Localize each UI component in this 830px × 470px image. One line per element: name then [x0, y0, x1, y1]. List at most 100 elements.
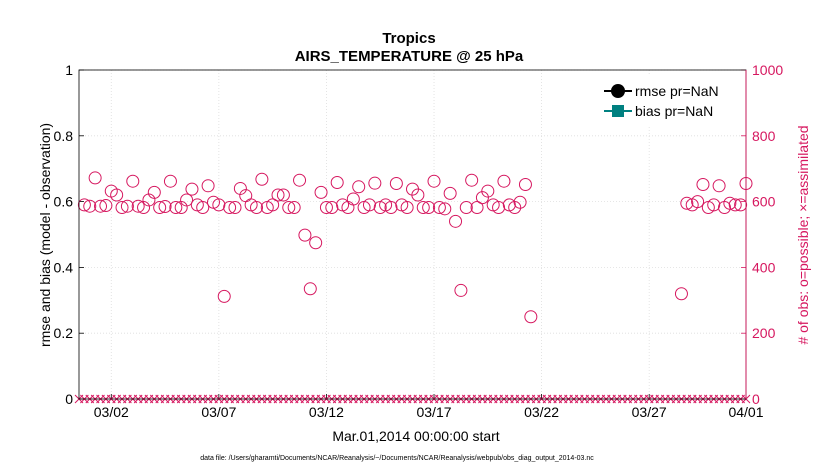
- y-right-tick-label: 600: [752, 194, 776, 210]
- y-axis-label-left: rmse and bias (model - observation): [37, 123, 53, 347]
- obs-possible-point: [88, 171, 102, 185]
- y-axis-left: 0 0.2 0.4 0.6 0.8 1: [54, 62, 84, 407]
- obs-possible-point: [674, 287, 688, 301]
- obs-possible-point: [153, 201, 167, 215]
- legend-bias-label: bias pr=NaN: [635, 103, 713, 119]
- obs-possible-point: [266, 198, 280, 212]
- x-tick-label: 03/17: [416, 404, 451, 420]
- obs-possible-point: [228, 201, 242, 215]
- obs-possible-point: [201, 179, 215, 193]
- obs-possible-point: [427, 174, 441, 188]
- obs-possible-point: [680, 196, 694, 210]
- obs-possible-point: [508, 201, 522, 215]
- obs-possible-point: [432, 201, 446, 215]
- obs-possible-point: [180, 193, 194, 207]
- obs-possible-point: [83, 199, 97, 213]
- y-left-tick-label: 1: [65, 62, 73, 78]
- obs-possible-point: [217, 289, 231, 303]
- obs-possible-point: [459, 201, 473, 215]
- legend-rmse-marker: [611, 84, 625, 98]
- x-tick-label: 03/12: [309, 404, 344, 420]
- obs-possible-point: [422, 201, 436, 215]
- x-tick-label: 03/02: [94, 404, 129, 420]
- x-axis-label: Mar.01,2014 00:00:00 start: [332, 428, 499, 444]
- obs-possible-point: [298, 228, 312, 242]
- obs-possible-point: [293, 173, 307, 187]
- obs-possible-point: [728, 198, 742, 212]
- legend-bias-marker: [612, 105, 624, 117]
- x-tick-label: 03/27: [632, 404, 667, 420]
- obs-possible-point: [276, 188, 290, 202]
- obs-possible-point: [475, 191, 489, 205]
- obs-possible-point: [454, 283, 468, 297]
- obs-possible-point: [330, 176, 344, 190]
- obs-possible-point: [169, 201, 183, 215]
- obs-possible-point: [185, 182, 199, 196]
- footnote: data file: /Users/gharamti/Documents/NCA…: [200, 455, 594, 462]
- obs-possible-point: [696, 177, 710, 191]
- obs-possible-point: [707, 198, 721, 212]
- y-right-tick-label: 800: [752, 128, 776, 144]
- obs-possible-point: [416, 201, 430, 215]
- obs-possible-point: [691, 195, 705, 209]
- chart-subtitle: AIRS_TEMPERATURE @ 25 hPa: [295, 48, 524, 65]
- legend: rmse pr=NaN bias pr=NaN: [600, 76, 730, 126]
- obs-possible-point: [77, 198, 91, 212]
- obs-possible-point: [287, 201, 301, 215]
- obs-possible-point: [470, 201, 484, 215]
- x-tick-label: 04/01: [728, 404, 763, 420]
- obs-possible-point: [734, 198, 748, 212]
- obs-possible-point: [497, 174, 511, 188]
- obs-possible-point: [115, 201, 129, 215]
- obs-possible-point: [449, 214, 463, 228]
- obs-possible-point: [163, 174, 177, 188]
- obs-possible-point: [411, 188, 425, 202]
- y-left-tick-label: 0.6: [54, 194, 74, 210]
- obs-possible-point: [492, 201, 506, 215]
- obs-possible-point: [389, 177, 403, 191]
- obs-possible-point: [99, 199, 113, 213]
- obs-possible-point: [271, 188, 285, 202]
- obs-possible-point: [465, 173, 479, 187]
- obs-possible-point: [147, 185, 161, 199]
- obs-possible-point: [110, 188, 124, 202]
- obs-possible-point: [126, 174, 140, 188]
- obs-possible-point: [319, 201, 333, 215]
- obs-possible-point: [400, 201, 414, 215]
- obs-possible-point: [314, 185, 328, 199]
- y-axis-right: 0 200 400 600 800 1000: [741, 62, 783, 407]
- obs-possible-point: [212, 198, 226, 212]
- obs-possible-point: [518, 177, 532, 191]
- obs-possible-point: [481, 184, 495, 198]
- obs-possible-point: [250, 201, 264, 215]
- obs-possible-point: [282, 201, 296, 215]
- chart-title: Tropics: [382, 30, 435, 47]
- obs-possible-point: [223, 201, 237, 215]
- obs-possible-point: [717, 201, 731, 215]
- obs-possible-point: [94, 199, 108, 213]
- obs-possible-point: [352, 180, 366, 194]
- obs-possible-point: [325, 201, 339, 215]
- obs-possible-point: [346, 192, 360, 206]
- y-right-tick-label: 1000: [752, 62, 783, 78]
- obs-possible-point: [303, 282, 317, 296]
- obs-possible-point: [723, 196, 737, 210]
- y-left-tick-label: 0: [65, 391, 73, 407]
- y-right-tick-label: 400: [752, 259, 776, 275]
- obs-possible-point: [524, 310, 538, 324]
- obs-possible-point: [158, 200, 172, 214]
- obs-possible-point: [131, 199, 145, 213]
- y-right-tick-label: 200: [752, 325, 776, 341]
- y-left-tick-label: 0.4: [54, 259, 74, 275]
- obs-possible-point: [368, 176, 382, 190]
- obs-possible-point: [362, 198, 376, 212]
- y-left-tick-label: 0.2: [54, 325, 74, 341]
- x-axis: 03/02 03/07 03/12 03/17 03/22 03/27 04/01: [94, 394, 764, 420]
- obs-possible-point: [309, 236, 323, 250]
- x-tick-label: 03/07: [201, 404, 236, 420]
- y-axis-label-right: # of obs: o=possible; ×=assimilated: [795, 125, 811, 344]
- obs-possible-point: [513, 195, 527, 209]
- obs-possible-point: [443, 186, 457, 200]
- obs-possible-series: [77, 171, 753, 324]
